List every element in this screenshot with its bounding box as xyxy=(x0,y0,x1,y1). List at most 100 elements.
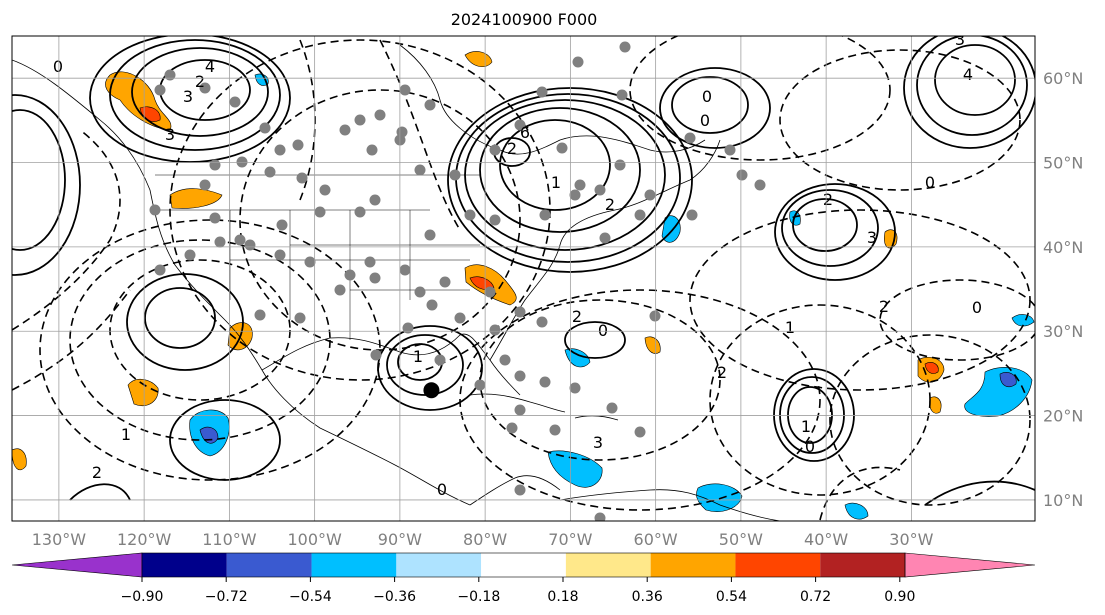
colorbar: −0.90 −0.72 −0.54 −0.36 −0.18 0.18 0.36 0.54 0.7… xyxy=(11,552,1036,605)
contour-solid xyxy=(774,183,896,281)
station-dot xyxy=(539,376,551,388)
colorbar-over-triangle xyxy=(904,552,1036,578)
station-dot xyxy=(594,512,606,521)
station-dot xyxy=(424,229,436,241)
colorbar-tick-label: −0.18 xyxy=(457,589,500,605)
colorbar-tick-label: −0.36 xyxy=(373,589,416,605)
station-dot xyxy=(154,84,166,96)
latitude-label: 10°N xyxy=(1043,491,1083,510)
contour-value-label: 2 xyxy=(92,463,102,482)
station-dot xyxy=(556,142,568,154)
station-markers xyxy=(149,41,766,521)
station-dot xyxy=(274,249,286,261)
station-dot xyxy=(572,56,584,68)
contour-value-label: 2 xyxy=(572,307,582,326)
colorbar-tick-label: 0.90 xyxy=(884,589,915,605)
station-dot xyxy=(294,312,306,324)
longitude-label: 90°W xyxy=(378,530,422,549)
station-dot xyxy=(514,306,526,318)
colorbar-segment xyxy=(142,553,227,577)
lat-lon-grid xyxy=(12,36,1035,521)
contour-value-label: 0 xyxy=(925,173,935,192)
longitude-label: 120°W xyxy=(117,530,172,549)
station-dot xyxy=(514,404,526,416)
station-dot xyxy=(184,249,196,261)
contour-dashed xyxy=(689,209,1031,391)
contour-solid xyxy=(916,36,1028,136)
station-dot xyxy=(634,209,646,221)
contour-dashed xyxy=(879,279,1035,361)
contour-solid xyxy=(773,368,855,462)
station-dot xyxy=(370,349,382,361)
station-dot xyxy=(149,204,161,216)
contour-solid xyxy=(779,376,845,454)
station-dot xyxy=(424,99,436,111)
contour-value-label: 1 xyxy=(551,173,561,192)
station-dot xyxy=(292,139,304,151)
contour-solid xyxy=(144,287,216,349)
longitude-label: 110°W xyxy=(202,530,257,549)
station-dot xyxy=(304,256,316,268)
contour-solid xyxy=(934,44,1016,116)
contour-value-label: 4 xyxy=(963,65,973,84)
contour-solid xyxy=(12,109,66,251)
station-dot xyxy=(364,256,376,268)
contour-dashed xyxy=(819,466,901,521)
station-dot xyxy=(314,206,326,218)
contour-value-label: 0 xyxy=(700,111,710,130)
colorbar-segment xyxy=(820,553,905,577)
station-dot xyxy=(439,276,451,288)
station-dot xyxy=(354,206,366,218)
station-dot xyxy=(644,189,656,201)
anomaly-blob xyxy=(999,372,1017,387)
contour-solid xyxy=(499,119,611,211)
station-dot xyxy=(214,236,226,248)
station-dot xyxy=(354,114,366,126)
station-dot xyxy=(339,124,351,136)
colorbar-tick-label: −0.54 xyxy=(289,589,332,605)
colorbar-segment xyxy=(735,553,821,577)
contour-value-label: 6 xyxy=(520,123,530,142)
station-dot xyxy=(474,379,486,391)
anomaly-blob xyxy=(469,276,495,290)
station-dot xyxy=(399,264,411,276)
station-dot xyxy=(489,324,501,336)
station-dot xyxy=(606,402,618,414)
station-dot xyxy=(616,89,628,101)
station-dot xyxy=(164,69,176,81)
latitude-labels: 60°N 50°N 40°N 30°N 20°N 10°N xyxy=(1043,69,1083,510)
colorbar-tick-label: 0.36 xyxy=(632,589,663,605)
contour-value-label: 0 xyxy=(437,480,447,499)
anomaly-blob xyxy=(169,188,223,209)
station-dot xyxy=(594,184,606,196)
map-frame xyxy=(11,35,1036,522)
anomaly-blob xyxy=(844,502,869,520)
contour-value-label: 2 xyxy=(879,297,889,316)
station-dot xyxy=(209,212,221,224)
station-dot xyxy=(399,84,411,96)
contour-value-label: 3 xyxy=(955,30,965,49)
station-dot xyxy=(319,184,331,196)
contour-value-label: 0 xyxy=(972,298,982,317)
station-dot xyxy=(344,269,356,281)
coastline-south-america xyxy=(559,489,781,521)
contour-solid xyxy=(671,76,749,134)
contour-solid xyxy=(109,39,281,151)
station-dot xyxy=(334,284,346,296)
contour-value-label: 3 xyxy=(593,433,603,452)
contour-dashed xyxy=(459,289,821,511)
station-dot xyxy=(209,159,221,171)
longitude-label: 70°W xyxy=(548,530,592,549)
station-dot xyxy=(234,234,246,246)
station-dot xyxy=(414,164,426,176)
contour-value-label: 0 xyxy=(702,87,712,106)
contour-value-label: 2 xyxy=(823,190,833,209)
station-dot xyxy=(484,286,496,298)
contour-value-label: 2 xyxy=(605,195,615,214)
station-dot xyxy=(426,299,438,311)
station-dot xyxy=(684,132,696,144)
contour-value-label: 1 xyxy=(785,318,795,337)
contour-value-label: 1 xyxy=(801,417,811,436)
contour-solid xyxy=(564,321,626,359)
